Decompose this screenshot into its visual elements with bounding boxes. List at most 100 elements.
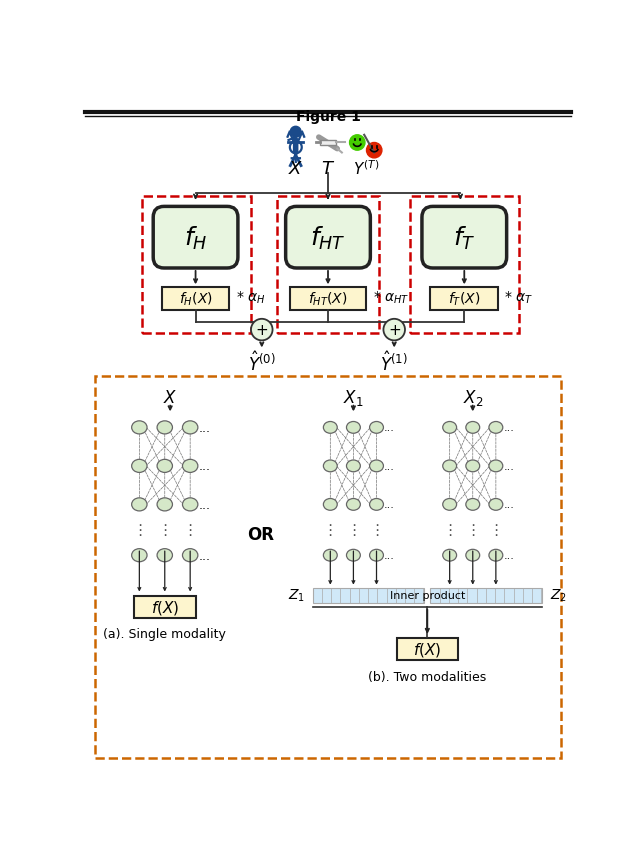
Bar bbox=[397, 639, 458, 660]
Text: $X$: $X$ bbox=[163, 388, 177, 406]
Ellipse shape bbox=[466, 422, 480, 434]
Text: ⋮: ⋮ bbox=[465, 523, 481, 537]
Text: $+$: $+$ bbox=[388, 323, 401, 338]
FancyBboxPatch shape bbox=[153, 208, 238, 269]
Text: $Z_1$: $Z_1$ bbox=[288, 587, 305, 604]
Text: $*\ \alpha_H$: $*\ \alpha_H$ bbox=[236, 289, 265, 307]
Text: ...: ... bbox=[198, 460, 211, 473]
Text: ...: ... bbox=[384, 499, 395, 510]
Text: ...: ... bbox=[504, 423, 515, 433]
Text: ...: ... bbox=[384, 461, 395, 471]
Text: (a). Single modality: (a). Single modality bbox=[103, 628, 226, 641]
Ellipse shape bbox=[346, 499, 360, 511]
Text: ⚧: ⚧ bbox=[283, 132, 308, 164]
Ellipse shape bbox=[443, 461, 456, 472]
Text: $Z_2$: $Z_2$ bbox=[550, 587, 567, 604]
Ellipse shape bbox=[489, 461, 503, 472]
Ellipse shape bbox=[346, 549, 360, 561]
Bar bbox=[320, 140, 336, 146]
FancyBboxPatch shape bbox=[422, 208, 507, 269]
Ellipse shape bbox=[182, 460, 198, 473]
Text: Inner product: Inner product bbox=[390, 591, 465, 600]
Ellipse shape bbox=[132, 421, 147, 435]
Bar bbox=[141, 197, 251, 334]
Text: OR: OR bbox=[247, 525, 274, 543]
Bar bbox=[431, 288, 498, 311]
Ellipse shape bbox=[157, 460, 172, 473]
Text: $f(X)$: $f(X)$ bbox=[413, 641, 442, 659]
Text: $*\ \alpha_T$: $*\ \alpha_T$ bbox=[504, 289, 534, 307]
Ellipse shape bbox=[466, 549, 480, 561]
Text: ⋮: ⋮ bbox=[182, 523, 198, 537]
Ellipse shape bbox=[489, 549, 503, 561]
Text: $\hat{Y}^{(1)}$: $\hat{Y}^{(1)}$ bbox=[380, 350, 408, 375]
Text: $f_T(X)$: $f_T(X)$ bbox=[448, 291, 481, 308]
Bar bbox=[277, 197, 379, 334]
Bar bbox=[95, 376, 561, 759]
Text: ⋮: ⋮ bbox=[132, 523, 147, 537]
Text: $f_{HT}$: $f_{HT}$ bbox=[310, 225, 346, 251]
Bar bbox=[162, 288, 230, 311]
Text: ⋮: ⋮ bbox=[442, 523, 458, 537]
Ellipse shape bbox=[489, 422, 503, 434]
Ellipse shape bbox=[157, 421, 172, 435]
Ellipse shape bbox=[132, 460, 147, 473]
Ellipse shape bbox=[182, 421, 198, 435]
Text: ...: ... bbox=[504, 461, 515, 471]
Ellipse shape bbox=[369, 499, 383, 511]
Text: $f_H$: $f_H$ bbox=[184, 225, 207, 251]
Text: $Y^{(T)}$: $Y^{(T)}$ bbox=[353, 159, 380, 178]
Ellipse shape bbox=[466, 461, 480, 472]
Ellipse shape bbox=[323, 499, 337, 511]
Text: $+$: $+$ bbox=[255, 323, 268, 338]
Bar bbox=[431, 588, 542, 604]
Bar bbox=[134, 597, 196, 618]
Text: $X_2$: $X_2$ bbox=[463, 387, 483, 407]
Bar bbox=[410, 197, 519, 334]
Ellipse shape bbox=[157, 499, 172, 511]
Text: ...: ... bbox=[384, 423, 395, 433]
Text: $f(X)$: $f(X)$ bbox=[150, 598, 179, 616]
Text: $f_H(X)$: $f_H(X)$ bbox=[179, 291, 212, 308]
Text: $X_1$: $X_1$ bbox=[343, 387, 364, 407]
Text: $T$: $T$ bbox=[321, 159, 335, 177]
Circle shape bbox=[367, 143, 382, 158]
FancyBboxPatch shape bbox=[285, 208, 371, 269]
Circle shape bbox=[251, 319, 273, 341]
Ellipse shape bbox=[369, 461, 383, 472]
Circle shape bbox=[349, 136, 365, 151]
Text: ⋮: ⋮ bbox=[488, 523, 504, 537]
Bar bbox=[312, 588, 424, 604]
Ellipse shape bbox=[369, 549, 383, 561]
Text: ⋮: ⋮ bbox=[369, 523, 384, 537]
Bar bbox=[291, 288, 365, 311]
Text: $*\ \alpha_{HT}$: $*\ \alpha_{HT}$ bbox=[372, 289, 409, 307]
Ellipse shape bbox=[443, 422, 456, 434]
Ellipse shape bbox=[443, 499, 456, 511]
Ellipse shape bbox=[182, 499, 198, 511]
Ellipse shape bbox=[443, 549, 456, 561]
Ellipse shape bbox=[346, 422, 360, 434]
Ellipse shape bbox=[369, 422, 383, 434]
Text: ⋮: ⋮ bbox=[157, 523, 172, 537]
Circle shape bbox=[291, 127, 301, 138]
Text: ...: ... bbox=[198, 499, 211, 511]
Ellipse shape bbox=[323, 422, 337, 434]
Text: ...: ... bbox=[504, 499, 515, 510]
Text: ⋮: ⋮ bbox=[346, 523, 361, 537]
Text: $f_{HT}(X)$: $f_{HT}(X)$ bbox=[308, 291, 348, 308]
Ellipse shape bbox=[466, 499, 480, 511]
Ellipse shape bbox=[132, 549, 147, 562]
Text: ...: ... bbox=[504, 550, 515, 561]
Ellipse shape bbox=[323, 461, 337, 472]
Text: ...: ... bbox=[198, 549, 211, 562]
Ellipse shape bbox=[346, 461, 360, 472]
Ellipse shape bbox=[182, 549, 198, 562]
Text: (b). Two modalities: (b). Two modalities bbox=[368, 670, 486, 683]
Text: $f_T$: $f_T$ bbox=[453, 225, 476, 251]
Text: $X$: $X$ bbox=[288, 159, 303, 177]
Circle shape bbox=[383, 319, 405, 341]
Ellipse shape bbox=[323, 549, 337, 561]
Text: $\hat{Y}^{(0)}$: $\hat{Y}^{(0)}$ bbox=[248, 350, 276, 375]
Ellipse shape bbox=[132, 499, 147, 511]
